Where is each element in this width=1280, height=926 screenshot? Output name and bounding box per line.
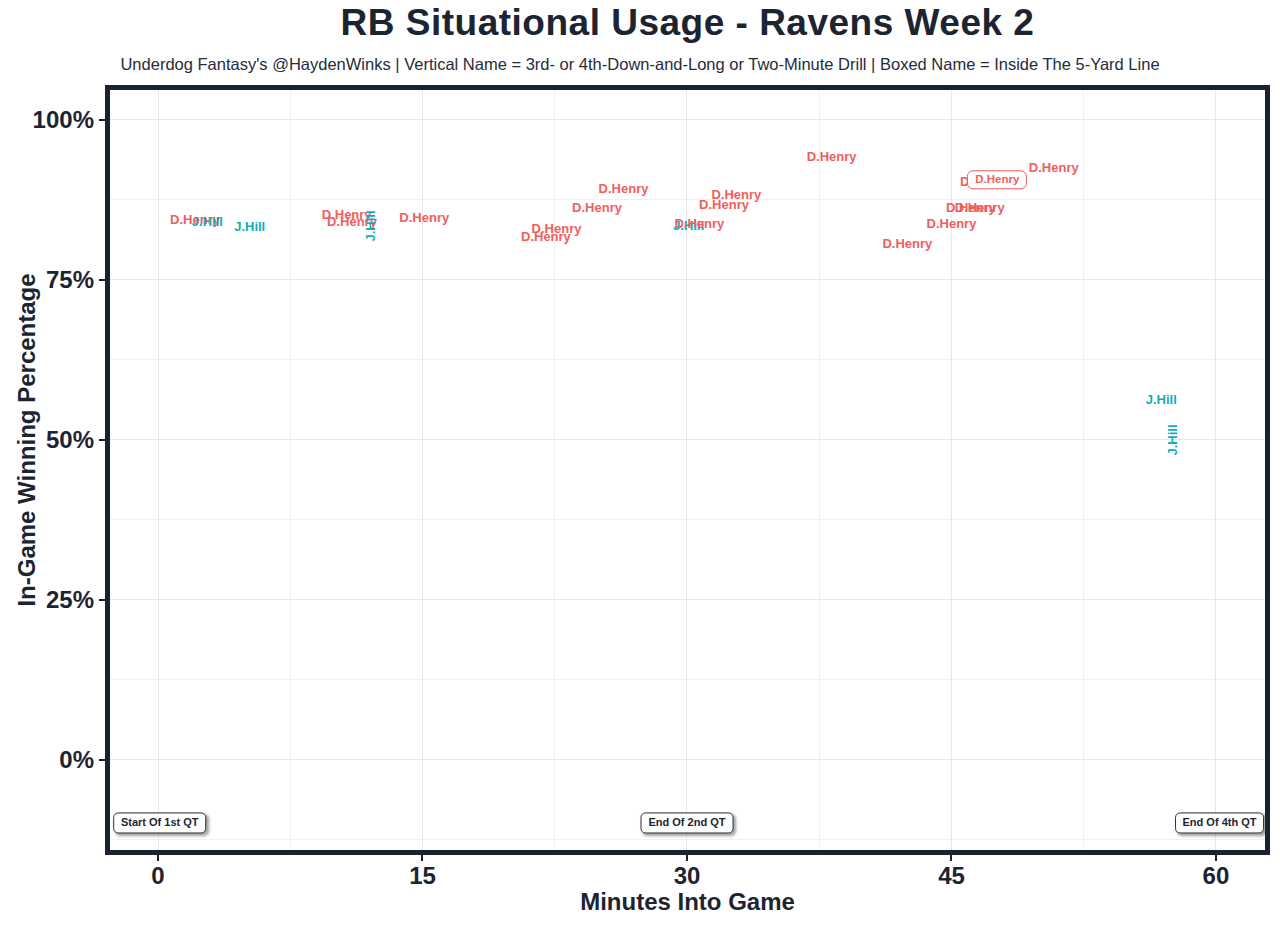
gridline-y-minor (110, 839, 1265, 840)
y-tick-mark (99, 759, 105, 761)
gridline-x-major (158, 90, 159, 850)
y-tick-mark (99, 119, 105, 121)
chart-title: RB Situational Usage - Ravens Week 2 (105, 2, 1270, 44)
x-tick-mark (1215, 855, 1217, 861)
point-label-henry: D.Henry (955, 200, 1005, 213)
point-label-henry: D.Henry (674, 216, 724, 229)
point-label-hill: J.Hill (1165, 425, 1178, 456)
gridline-y-major (110, 759, 1265, 760)
x-tick-label: 15 (409, 862, 436, 890)
y-tick-label: 0% (0, 746, 94, 774)
point-label-henry: D.Henry (967, 170, 1027, 190)
annotation-box: End Of 2nd QT (640, 812, 733, 833)
plot-area: D.HenryJ.HillJ.HillD.HenryD.HenryJ.HillD… (110, 90, 1265, 850)
x-tick-mark (157, 855, 159, 861)
point-label-henry: D.Henry (572, 200, 622, 213)
gridline-y-minor (110, 199, 1265, 200)
y-tick-mark (99, 279, 105, 281)
point-label-henry: D.Henry (927, 216, 977, 229)
gridline-y-major (110, 599, 1265, 600)
gridline-x-minor (819, 90, 820, 850)
gridline-x-major (686, 90, 687, 850)
y-axis-title: In-Game Winning Percentage (13, 273, 41, 606)
gridline-x-minor (1083, 90, 1084, 850)
gridline-x-major (1215, 90, 1216, 850)
gridline-y-minor (110, 519, 1265, 520)
point-label-henry: D.Henry (399, 210, 449, 223)
point-label-henry: D.Henry (599, 181, 649, 194)
annotation-box: Start Of 1st QT (113, 812, 207, 833)
point-label-henry: D.Henry (711, 187, 761, 200)
y-tick-mark (99, 599, 105, 601)
point-label-henry: D.Henry (807, 149, 857, 162)
point-label-hill: J.Hill (192, 214, 223, 227)
gridline-y-minor (110, 359, 1265, 360)
point-label-henry: D.Henry (532, 221, 582, 234)
x-tick-label: 0 (151, 862, 164, 890)
point-label-hill: J.Hill (1146, 392, 1177, 405)
annotation-box: End Of 4th QT (1175, 812, 1265, 833)
x-tick-mark (950, 855, 952, 861)
x-axis-title: Minutes Into Game (105, 888, 1270, 916)
x-tick-mark (421, 855, 423, 861)
gridline-x-minor (290, 90, 291, 850)
point-label-hill: J.Hill (363, 211, 376, 242)
point-label-henry: D.Henry (882, 237, 932, 250)
gridline-y-minor (110, 679, 1265, 680)
x-tick-label: 45 (938, 862, 965, 890)
gridline-y-major (110, 279, 1265, 280)
gridline-y-major (110, 439, 1265, 440)
x-tick-label: 60 (1203, 862, 1230, 890)
y-tick-mark (99, 439, 105, 441)
gridline-x-minor (554, 90, 555, 850)
x-tick-label: 30 (674, 862, 701, 890)
chart-subtitle: Underdog Fantasy's @HaydenWinks | Vertic… (0, 55, 1280, 74)
point-label-henry: D.Henry (1029, 160, 1079, 173)
x-tick-mark (686, 855, 688, 861)
point-label-hill: J.Hill (234, 219, 265, 232)
gridline-x-major (422, 90, 423, 850)
gridline-y-major (110, 119, 1265, 120)
chart-canvas: RB Situational Usage - Ravens Week 2 Und… (0, 0, 1280, 926)
y-tick-label: 100% (0, 106, 94, 134)
